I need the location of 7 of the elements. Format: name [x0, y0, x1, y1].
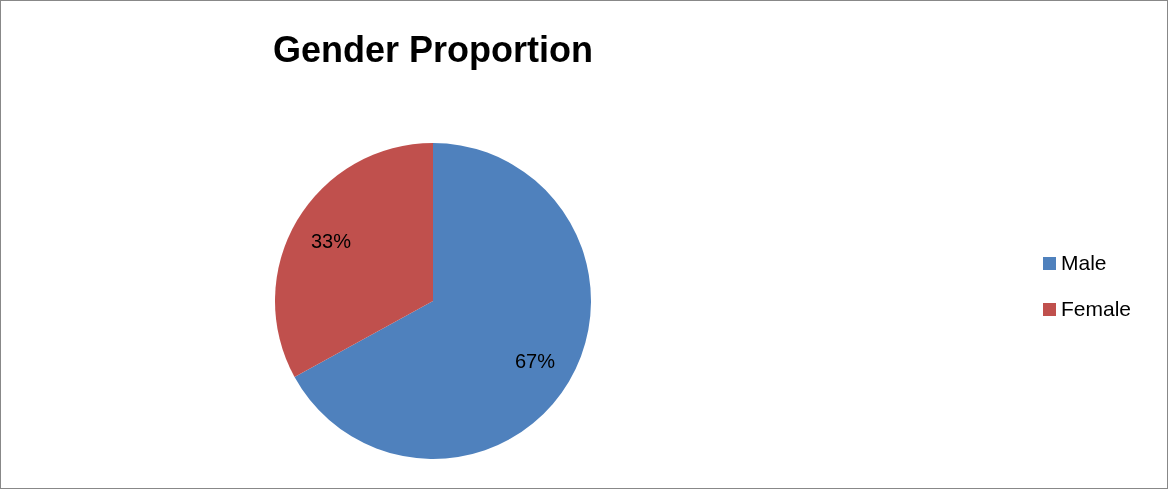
legend-label: Female — [1060, 297, 1131, 321]
data-label: 67% — [514, 350, 556, 373]
legend-label: Male — [1060, 251, 1107, 275]
pie-slice — [294, 143, 591, 459]
chart-title: Gender Proportion — [272, 29, 594, 71]
pie-slice — [275, 143, 433, 378]
data-label: 33% — [310, 229, 352, 252]
